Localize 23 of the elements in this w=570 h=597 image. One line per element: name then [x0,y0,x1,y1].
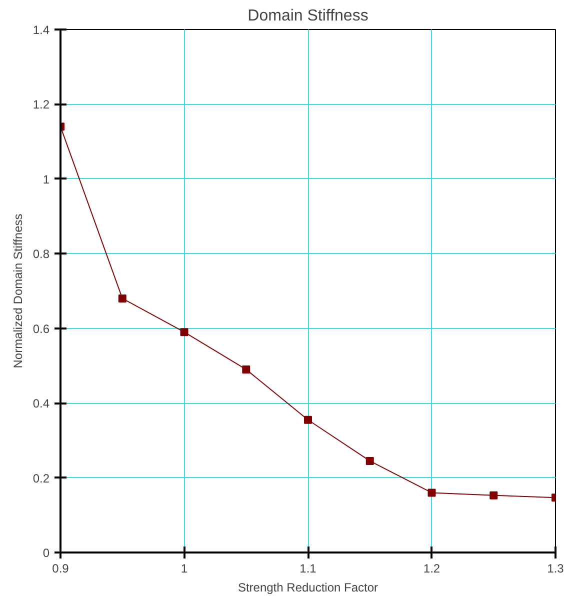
y-tick-label: 1 [42,172,50,186]
x-tick-label: 1 [180,562,188,576]
x-tick-label: 1.2 [423,562,440,576]
point [304,416,312,424]
y-tick-label: 1.4 [32,23,50,37]
point [366,456,374,465]
point [490,491,498,500]
x-axis-title: Strength Reduction Factor [238,580,378,594]
chart-title: Domain Stiffness [248,8,368,24]
x-tick-label: 1.3 [547,562,564,576]
point [118,294,126,302]
point [180,328,188,336]
y-tick-label: 1.2 [32,98,50,112]
x-tick-label: 0.9 [52,562,70,576]
y-tick-label: 0.2 [32,471,50,486]
point [428,488,436,497]
y-tick-label: 0.4 [32,396,50,411]
y-axis-title: Normalized Domain Stiffness [10,214,25,368]
x-tick-label: 1.1 [300,562,317,576]
y-tick-label: 0.8 [32,247,50,262]
point [242,365,250,374]
y-tick-label: 0.6 [32,322,50,336]
y-tick-label: 0 [42,546,50,560]
